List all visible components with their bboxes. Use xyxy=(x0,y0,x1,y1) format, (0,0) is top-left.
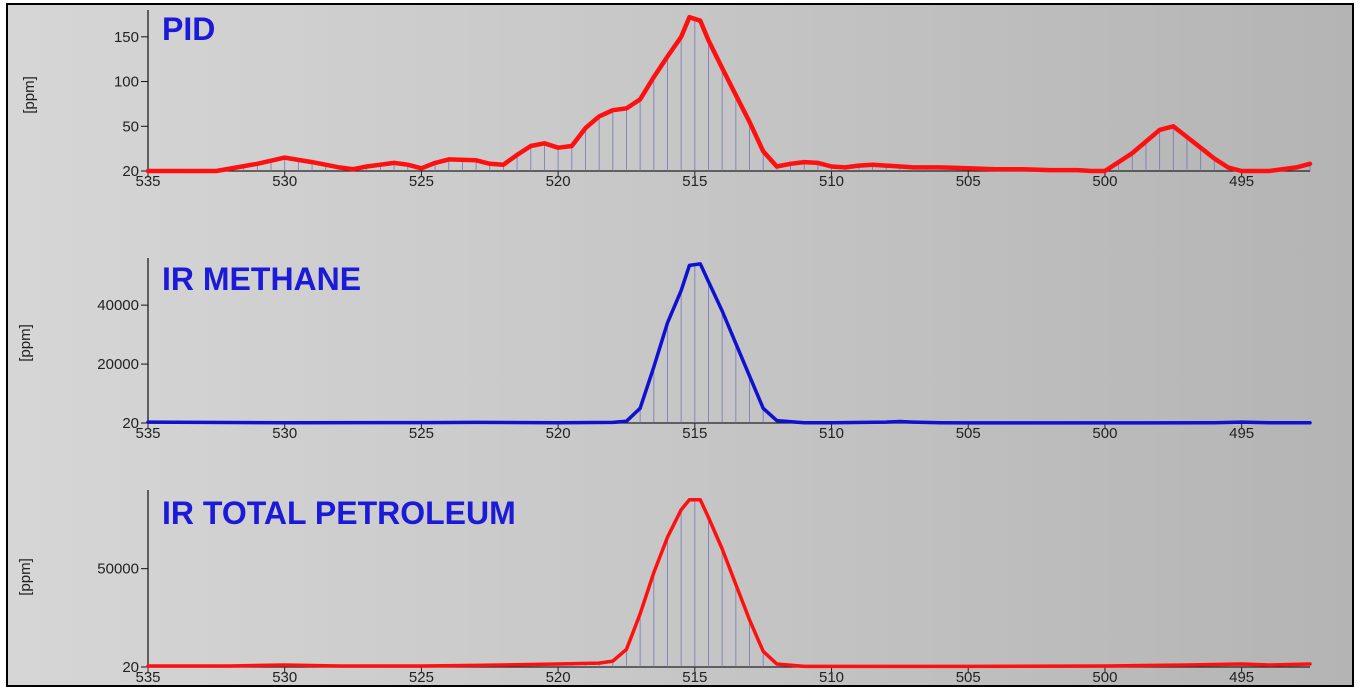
x-tick-label: 495 xyxy=(1229,425,1254,442)
x-tick-label: 505 xyxy=(956,669,981,686)
x-tick-label: 500 xyxy=(1092,425,1117,442)
series-line xyxy=(146,262,1312,425)
x-tick-label: 535 xyxy=(135,425,160,442)
x-tick-label: 515 xyxy=(682,669,707,686)
y-tick-label: 40000 xyxy=(97,297,139,314)
x-tick-label: 535 xyxy=(135,669,160,686)
x-tick-label: 500 xyxy=(1092,669,1117,686)
y-tick-label: 50000 xyxy=(97,561,139,578)
x-tick-label: 520 xyxy=(546,669,571,686)
x-tick-label: 520 xyxy=(546,425,571,442)
x-tick-label: 525 xyxy=(409,425,434,442)
chart-window xyxy=(6,3,1354,687)
chart-panel-1: 20 50 100 150 535 530 525 520 515 510 505 500 495 PID… xyxy=(21,10,1313,190)
y-tick-label: 20000 xyxy=(97,356,139,373)
x-tick-label: 530 xyxy=(272,425,297,442)
x-tick-label: 535 xyxy=(135,173,160,190)
x-tick-label: 500 xyxy=(1092,173,1117,190)
x-tick-label: 530 xyxy=(272,669,297,686)
drop-lines xyxy=(639,264,764,423)
x-tick-label: 505 xyxy=(956,425,981,442)
y-tick-label: 20 xyxy=(122,659,139,676)
y-axis-label: [ppm] xyxy=(21,76,38,114)
chart-panel-3: 20 50000 535 530 525 520 515 510 505 500 495 IR TOT… xyxy=(17,490,1312,686)
x-tick-label: 495 xyxy=(1229,669,1254,686)
x-tick-label: 510 xyxy=(819,669,844,686)
y-axis-label: [ppm] xyxy=(17,558,34,596)
x-tick-label: 515 xyxy=(682,173,707,190)
y-tick-label: 50 xyxy=(122,118,139,135)
chart-title: PID xyxy=(162,11,215,47)
x-tick-label: 510 xyxy=(819,425,844,442)
x-tick-label: 520 xyxy=(546,173,571,190)
x-tick-label: 525 xyxy=(409,669,434,686)
y-axis-label: [ppm] xyxy=(17,324,34,362)
x-tick-label: 510 xyxy=(819,173,844,190)
chart-title: IR TOTAL PETROLEUM xyxy=(162,495,516,531)
chart-panel-2: 20 20000 40000 535 530 525 520 515 510 505 500 495 I… xyxy=(17,258,1312,442)
x-tick-label: 495 xyxy=(1229,173,1254,190)
x-tick-label: 505 xyxy=(956,173,981,190)
x-tick-label: 530 xyxy=(272,173,297,190)
x-tick-label: 515 xyxy=(682,425,707,442)
chart-title: IR METHANE xyxy=(162,261,361,297)
series-line xyxy=(146,498,1312,669)
series-line xyxy=(145,14,1313,174)
y-tick-label: 20 xyxy=(122,415,139,432)
drop-lines xyxy=(571,499,764,667)
y-tick-label: 150 xyxy=(114,29,139,46)
drop-lines xyxy=(243,18,1311,171)
x-tick-label: 525 xyxy=(409,173,434,190)
y-tick-label: 20 xyxy=(122,163,139,180)
y-tick-label: 100 xyxy=(114,74,139,91)
